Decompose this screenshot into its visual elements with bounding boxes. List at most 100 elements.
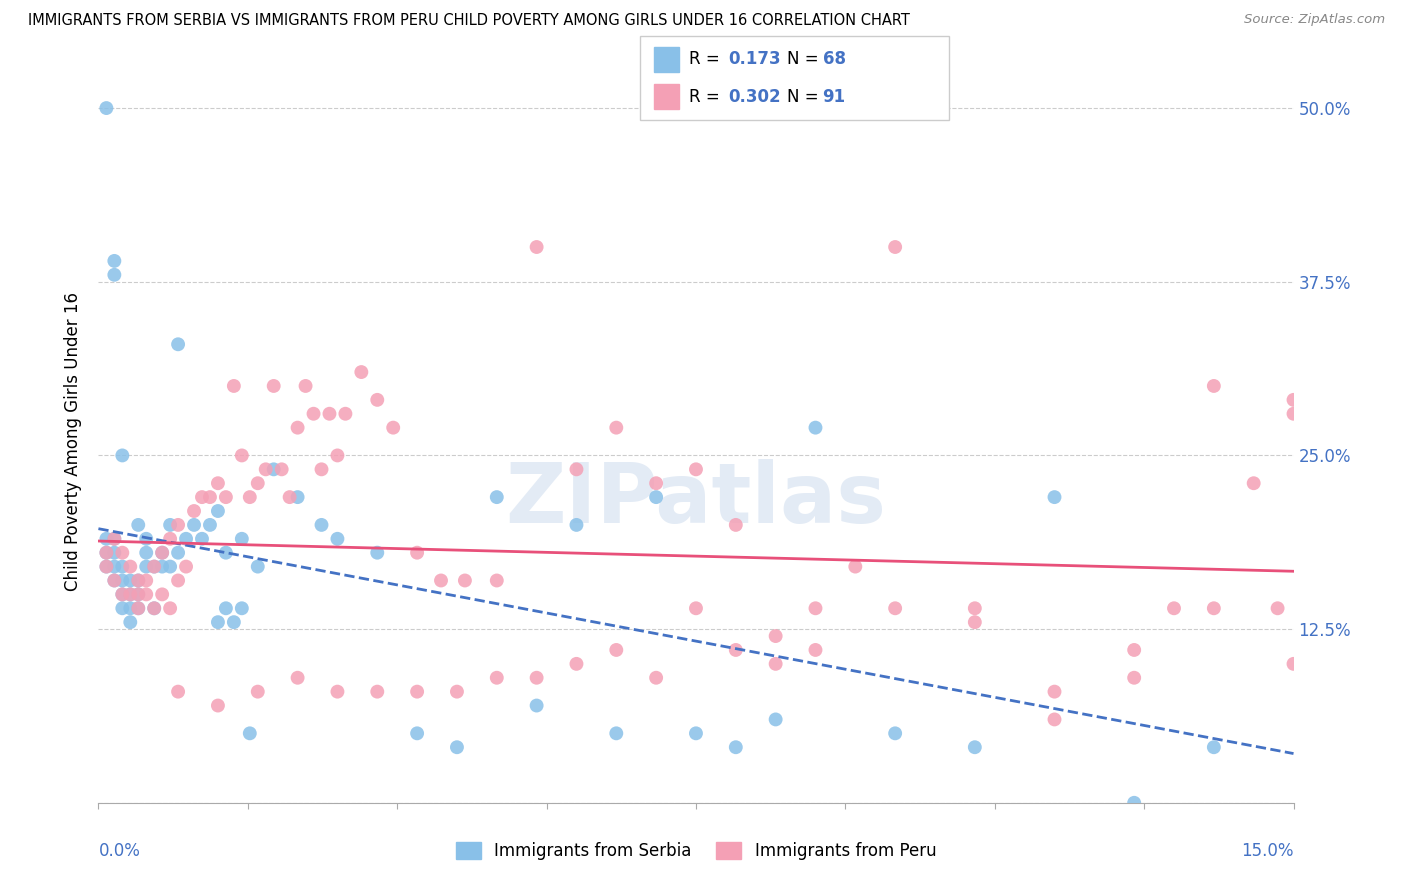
Point (143, 559, 166, 574)
Point (96, 101, 118, 115)
Point (150, 546, 173, 560)
Point (167, 546, 190, 560)
Point (111, 587, 134, 601)
Text: 15.0%: 15.0% (1241, 842, 1294, 860)
Point (326, 449, 349, 463)
Point (239, 726, 262, 740)
Point (111, 587, 134, 601)
Point (844, 559, 866, 574)
Point (963, 740, 986, 755)
Point (111, 574, 134, 588)
Point (215, 490, 238, 504)
Point (96, 532, 118, 546)
Text: 0.173: 0.173 (728, 51, 780, 69)
Point (605, 643, 627, 657)
Point (287, 671, 309, 685)
Point (150, 546, 173, 560)
Point (884, 726, 907, 740)
Point (765, 657, 787, 671)
Point (406, 684, 429, 698)
Point (127, 517, 149, 532)
Point (215, 546, 238, 560)
Point (103, 574, 125, 588)
Point (120, 574, 142, 588)
Point (1043, 490, 1066, 504)
Point (382, 420, 405, 434)
Point (1282, 392, 1305, 407)
Point (278, 490, 301, 504)
Point (103, 532, 125, 546)
Point (150, 559, 173, 574)
Point (1163, 601, 1185, 615)
Point (222, 379, 245, 393)
Point (231, 449, 253, 463)
Point (526, 240, 548, 254)
Point (335, 407, 357, 421)
Point (454, 574, 477, 588)
Point (302, 407, 325, 421)
Point (127, 587, 149, 601)
Point (406, 726, 429, 740)
Point (605, 420, 627, 434)
Point (1123, 796, 1146, 810)
Point (135, 574, 157, 588)
Point (645, 476, 668, 491)
Point (96, 559, 118, 574)
Text: ZIPatlas: ZIPatlas (506, 458, 886, 540)
Point (120, 615, 142, 630)
Point (366, 392, 388, 407)
Point (270, 462, 292, 476)
Point (191, 532, 214, 546)
Point (884, 240, 907, 254)
Point (406, 546, 429, 560)
Point (485, 490, 508, 504)
Point (167, 337, 190, 351)
Point (159, 517, 181, 532)
Point (103, 253, 125, 268)
Point (143, 601, 166, 615)
Point (1043, 684, 1066, 698)
Point (565, 657, 588, 671)
Text: 68: 68 (823, 51, 845, 69)
Point (884, 601, 907, 615)
Point (485, 671, 508, 685)
Point (135, 559, 157, 574)
Point (231, 532, 253, 546)
Text: N =: N = (787, 51, 824, 69)
Point (127, 574, 149, 588)
Point (724, 643, 747, 657)
Point (103, 559, 125, 574)
Point (526, 698, 548, 713)
Point (366, 546, 388, 560)
Point (127, 587, 149, 601)
Point (127, 574, 149, 588)
Point (198, 517, 221, 532)
Point (804, 420, 827, 434)
Point (685, 601, 707, 615)
Point (963, 615, 986, 630)
Point (565, 462, 588, 476)
Point (96, 559, 118, 574)
Point (111, 449, 134, 463)
Point (485, 574, 508, 588)
Point (263, 462, 285, 476)
Point (724, 740, 747, 755)
Text: 0.0%: 0.0% (98, 842, 141, 860)
Point (96, 546, 118, 560)
Point (191, 490, 214, 504)
Point (326, 684, 349, 698)
Point (103, 268, 125, 282)
Point (765, 629, 787, 643)
Point (198, 490, 221, 504)
Point (1243, 476, 1265, 491)
Point (765, 713, 787, 727)
Point (174, 559, 197, 574)
Point (207, 476, 229, 491)
Point (246, 559, 269, 574)
Point (143, 601, 166, 615)
Point (1123, 643, 1146, 657)
Text: 0.302: 0.302 (728, 87, 780, 105)
Point (1267, 601, 1289, 615)
Point (111, 546, 134, 560)
Point (294, 379, 316, 393)
